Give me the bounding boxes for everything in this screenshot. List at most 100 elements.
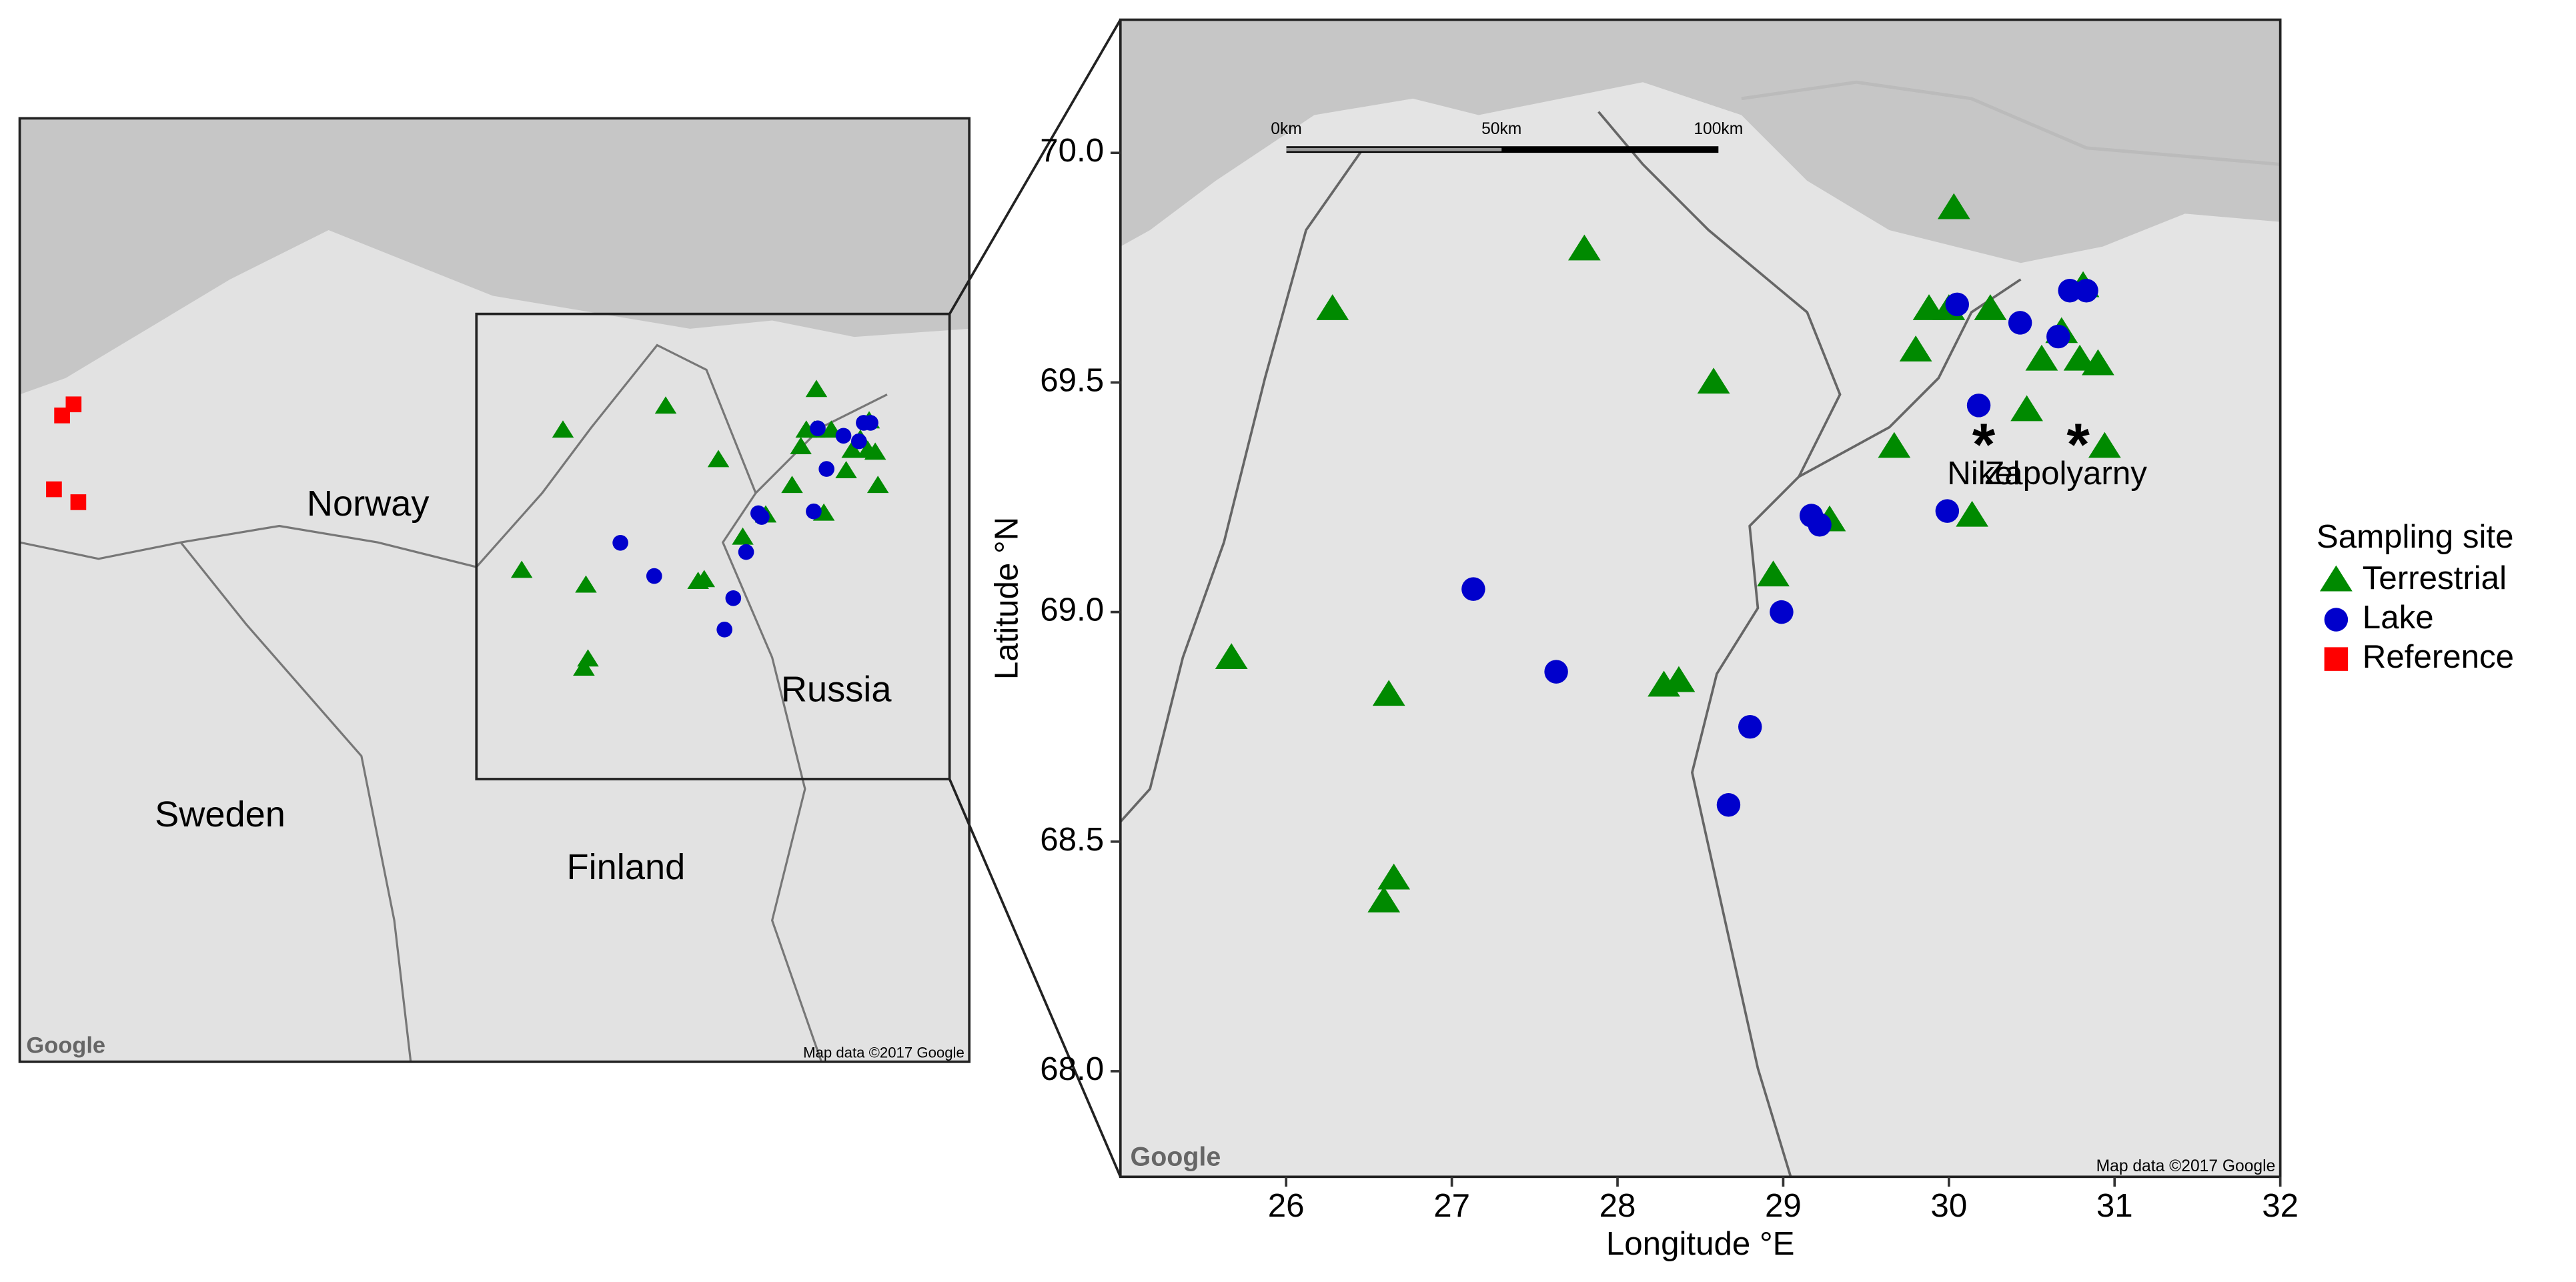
circle-marker xyxy=(2324,608,2349,632)
triangle-marker xyxy=(864,442,886,460)
triangle-marker xyxy=(573,658,595,676)
triangle-marker xyxy=(805,380,828,398)
y-tick-label: 68.0 xyxy=(1040,1051,1104,1087)
circle-marker xyxy=(646,568,662,584)
triangle-marker xyxy=(2010,395,2043,422)
circle-marker xyxy=(1770,600,1794,624)
x-tick-label: 31 xyxy=(2096,1187,2133,1224)
scale-label: 50km xyxy=(1481,120,1521,138)
country-label: Norway xyxy=(307,484,430,524)
triangle-marker xyxy=(866,476,889,494)
triangle-marker xyxy=(841,440,863,458)
logo: Google xyxy=(26,1033,105,1059)
circle-marker xyxy=(754,509,770,525)
circle-marker xyxy=(1544,660,1568,684)
overview-map xyxy=(19,118,970,1062)
triangle-marker xyxy=(575,575,597,593)
triangle-marker xyxy=(1937,193,1970,219)
x-tick-label: 30 xyxy=(1930,1187,1967,1224)
circle-marker xyxy=(1808,513,1832,537)
y-axis-label: Latitude °N xyxy=(988,517,1025,680)
country-label: Sweden xyxy=(155,794,285,834)
triangle-marker xyxy=(1974,294,2007,320)
triangle-marker xyxy=(1567,234,1601,261)
triangle-marker xyxy=(835,461,857,478)
triangle-marker xyxy=(510,560,533,578)
triangle-marker xyxy=(2320,565,2353,592)
legend-title: Sampling site xyxy=(2317,518,2514,555)
town-label: Zapolyarny xyxy=(1984,455,2147,492)
y-tick-label: 69.0 xyxy=(1040,592,1104,628)
legend-label: Reference xyxy=(2363,638,2514,675)
triangle-marker xyxy=(2025,344,2058,371)
y-tick-label: 68.5 xyxy=(1040,821,1104,858)
triangle-marker xyxy=(1377,863,1411,890)
x-tick-label: 32 xyxy=(2262,1187,2299,1224)
circle-marker xyxy=(1945,292,1969,317)
y-tick-label: 70.0 xyxy=(1040,132,1104,169)
circle-marker xyxy=(2074,278,2098,303)
scale-label: 0km xyxy=(1271,120,1302,138)
circle-marker xyxy=(835,428,852,444)
circle-marker xyxy=(1738,714,1762,739)
triangle-marker xyxy=(781,476,803,494)
circle-marker xyxy=(2046,324,2070,349)
main-map: * * xyxy=(1120,19,2281,1177)
square-marker xyxy=(46,481,62,498)
circle-marker xyxy=(806,503,822,520)
attribution: Map data ©2017 Google xyxy=(803,1044,964,1061)
triangle-marker xyxy=(1878,432,1911,458)
legend-label: Lake xyxy=(2363,599,2434,636)
circle-marker xyxy=(1935,499,1960,523)
triangle-marker xyxy=(1648,670,1680,697)
triangle-marker xyxy=(1757,560,1790,587)
triangle-marker xyxy=(2063,344,2096,371)
x-tick-label: 27 xyxy=(1433,1187,1470,1224)
triangle-marker xyxy=(1316,294,1349,320)
country-label: Russia xyxy=(781,670,892,710)
country-label: Finland xyxy=(567,847,686,887)
x-tick-label: 26 xyxy=(1268,1187,1305,1224)
circle-marker xyxy=(810,420,826,437)
x-tick-label: 28 xyxy=(1599,1187,1636,1224)
legend-label: Terrestrial xyxy=(2363,560,2507,596)
square-marker xyxy=(70,494,87,510)
triangle-marker xyxy=(790,437,812,454)
circle-marker xyxy=(1966,394,1991,418)
circle-marker xyxy=(1461,577,1485,601)
triangle-marker xyxy=(687,572,709,589)
circle-marker xyxy=(2058,278,2082,303)
square-marker xyxy=(2324,647,2349,671)
x-axis-label: Longitude °E xyxy=(1606,1225,1795,1262)
triangle-marker xyxy=(1372,680,1405,706)
circle-marker xyxy=(818,461,835,477)
triangle-marker xyxy=(1956,500,1988,527)
triangle-marker xyxy=(732,527,754,545)
scale-label: 100km xyxy=(1694,120,1743,138)
circle-marker xyxy=(716,622,732,638)
triangle-marker xyxy=(1367,886,1401,912)
logo: Google xyxy=(1131,1143,1221,1172)
x-tick-label: 29 xyxy=(1765,1187,1802,1224)
circle-marker xyxy=(2008,311,2032,335)
circle-marker xyxy=(851,433,867,450)
circle-marker xyxy=(725,590,742,606)
triangle-marker xyxy=(2088,432,2121,458)
triangle-marker xyxy=(1697,368,1730,394)
town-label: Nikel xyxy=(1947,455,2020,492)
circle-marker xyxy=(862,415,878,431)
square-marker xyxy=(65,396,82,413)
triangle-marker xyxy=(1899,336,1932,362)
circle-marker xyxy=(1716,792,1741,817)
attribution: Map data ©2017 Google xyxy=(2096,1157,2276,1175)
y-tick-label: 69.5 xyxy=(1040,362,1104,398)
circle-marker xyxy=(738,544,754,560)
circle-marker xyxy=(612,534,628,551)
triangle-marker xyxy=(707,450,730,468)
triangle-marker xyxy=(1215,643,1248,670)
triangle-marker xyxy=(654,396,677,414)
town-marker: * xyxy=(2066,412,2090,478)
triangle-marker xyxy=(2082,349,2114,376)
town-marker: * xyxy=(1972,412,1996,478)
